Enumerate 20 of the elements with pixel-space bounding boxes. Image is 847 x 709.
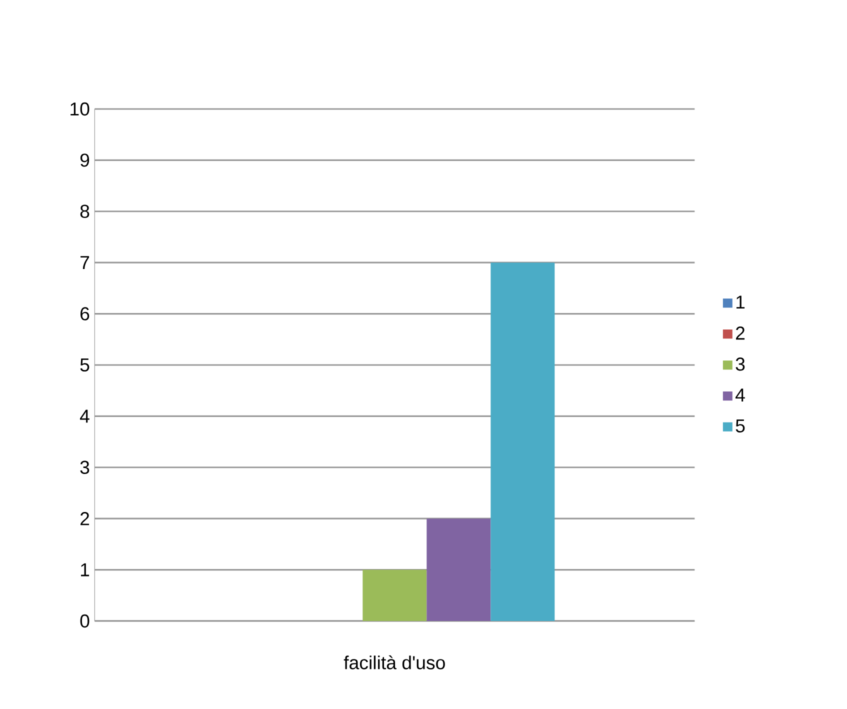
legend-label: 1 [736,296,745,309]
bar [426,518,491,621]
legend-label: 4 [735,388,745,402]
legend-label: 3 [736,358,745,371]
y-tick-label: 7 [80,256,90,270]
bar [490,262,555,621]
x-tick-label: facilità d'uso [344,655,445,670]
legend-label: 5 [736,419,745,432]
y-tick-label: 4 [80,410,90,423]
legend-label: 2 [736,326,745,340]
y-tick-label: 3 [80,460,90,474]
bar [362,570,427,621]
y-tick-label: 8 [80,204,90,218]
y-tick-label: 5 [80,358,90,372]
y-tick-label: 1 [81,563,90,576]
y-tick-label: 10 [70,102,90,116]
y-tick-label: 9 [80,154,90,167]
y-tick-label: 2 [80,512,90,526]
y-tick-label: 6 [80,307,90,320]
y-tick-label: 0 [80,614,90,628]
